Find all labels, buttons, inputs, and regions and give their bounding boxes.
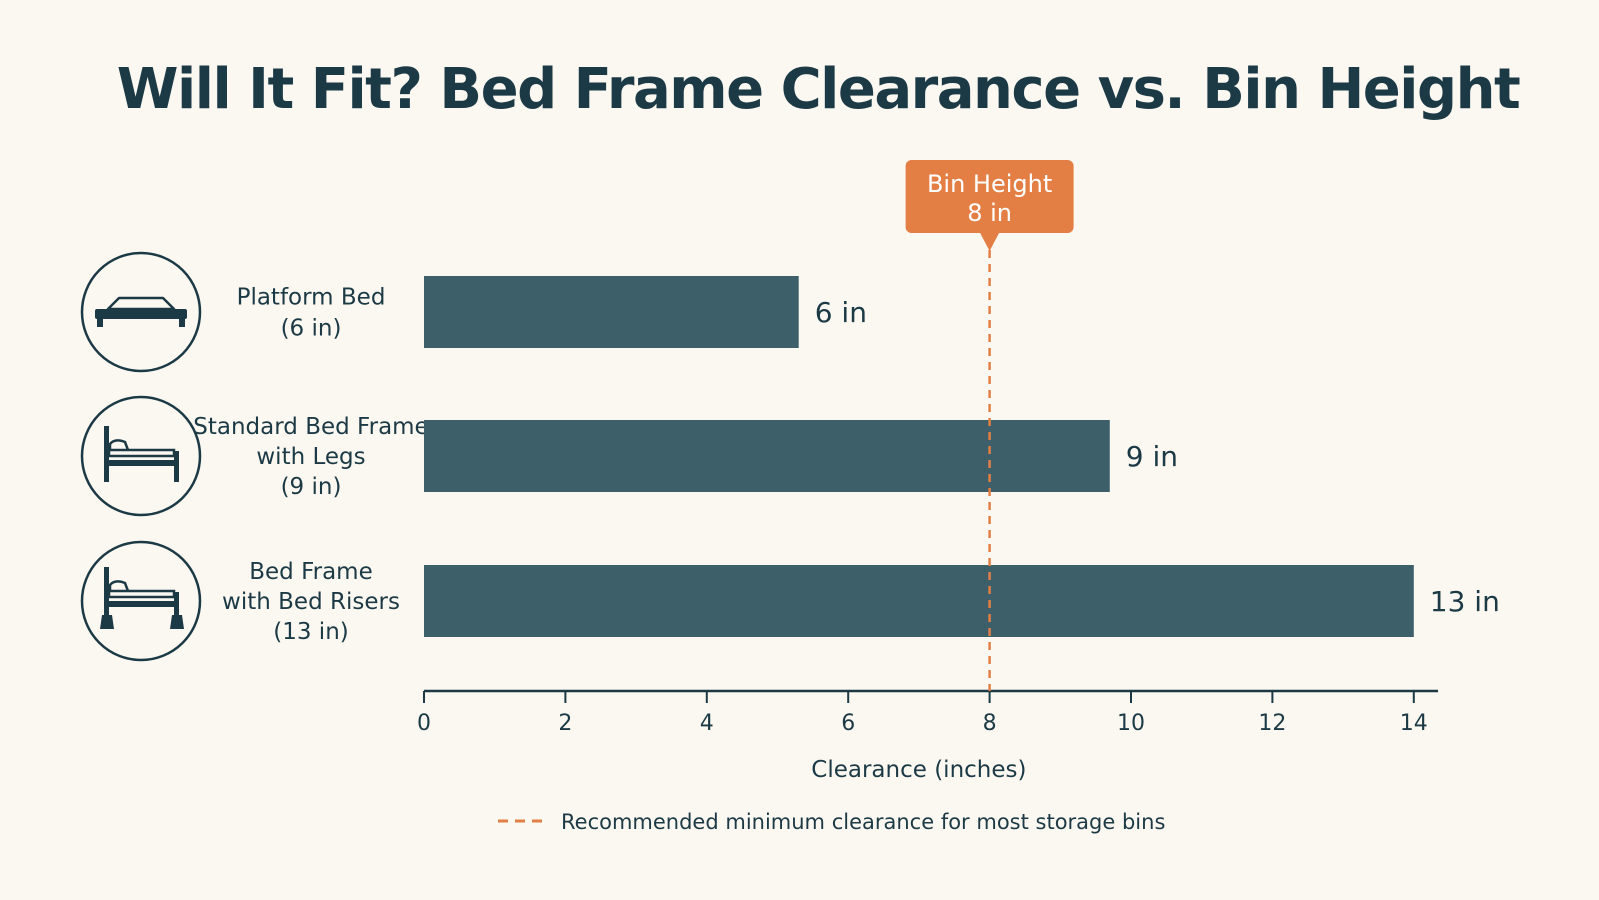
x-tick-label: 12 (1258, 711, 1286, 736)
bar (424, 420, 1110, 492)
x-tick-label: 4 (700, 711, 714, 736)
bar-value-label: 9 in (1126, 440, 1178, 473)
x-tick-label: 14 (1400, 711, 1428, 736)
x-axis-title: Clearance (inches) (811, 757, 1026, 783)
x-tick-label: 2 (558, 711, 572, 736)
bed-risers-icon (80, 540, 202, 662)
x-tick-label: 6 (841, 711, 855, 736)
bar-value-label: 6 in (815, 296, 867, 329)
bar (424, 565, 1414, 637)
category-label: with Bed Risers (222, 589, 400, 615)
category-label: (6 in) (281, 316, 342, 342)
category-label: with Legs (256, 444, 365, 470)
marker-pointer (979, 232, 1000, 251)
categories-layer: Platform Bed (6 in) Standard Bed Frame with… (80, 251, 429, 662)
x-tick-label: 10 (1117, 711, 1145, 736)
category-label: Standard Bed Frame (193, 414, 428, 440)
icon-circle (80, 395, 202, 517)
category-label: Bed Frame (249, 559, 373, 585)
chart-title: Will It Fit? Bed Frame Clearance vs. Bin… (117, 57, 1520, 122)
x-tick-label: 0 (417, 711, 431, 736)
category-label: (13 in) (273, 619, 349, 645)
category-label: Platform Bed (237, 285, 386, 311)
standard-bed-frame-icon (80, 395, 202, 517)
bar (424, 276, 799, 348)
platform-bed-icon (80, 251, 202, 373)
legend-label: Recommended minimum clearance for most s… (561, 810, 1165, 834)
x-tick-label: 8 (983, 711, 997, 736)
legend: Recommended minimum clearance for most s… (498, 810, 1165, 834)
x-axis: 0 2 4 6 8 10 12 14 Clearance (inches) (417, 689, 1438, 783)
icon-circle (80, 540, 202, 662)
icon-circle (80, 251, 202, 373)
category-label: (9 in) (281, 474, 342, 500)
marker-label: Bin Height (927, 170, 1052, 198)
bar-value-label: 13 in (1430, 585, 1500, 618)
marker-box (905, 160, 1074, 233)
bars-layer: 6 in 9 in 13 in (424, 276, 1500, 637)
marker-label: 8 in (967, 199, 1012, 227)
